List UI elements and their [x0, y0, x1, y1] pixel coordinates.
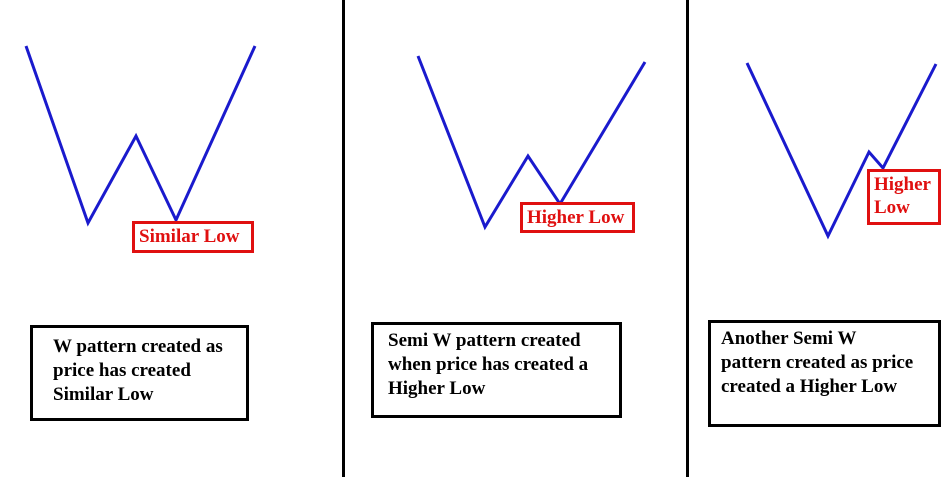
description-line: created a Higher Low	[721, 376, 898, 397]
description-line: Semi W pattern created	[388, 330, 581, 351]
description-line: Another Semi W	[721, 328, 857, 349]
w-pattern-line-2	[416, 55, 647, 231]
higher-low-label-stacked: Higher Low	[867, 169, 941, 225]
label-line: Higher	[874, 174, 931, 195]
description-line: pattern created as price	[721, 352, 914, 373]
label-line: Low	[874, 197, 910, 218]
description-line: when price has created a	[388, 354, 589, 375]
description-line: Higher Low	[388, 378, 486, 399]
description-box-1: W pattern created as price has created S…	[30, 325, 249, 421]
w-pattern-line-3	[745, 62, 938, 240]
similar-low-label: Similar Low	[132, 221, 254, 253]
w-pattern-line-1	[24, 45, 257, 227]
panel-divider-2	[686, 0, 689, 477]
description-box-2: Semi W pattern created when price has cr…	[371, 322, 622, 418]
description-line: W pattern created as	[53, 336, 223, 357]
panel-divider-1	[342, 0, 345, 477]
description-line: price has created	[53, 360, 191, 381]
higher-low-label: Higher Low	[520, 202, 635, 233]
description-box-3: Another Semi W pattern created as price …	[708, 320, 941, 427]
description-line: Similar Low	[53, 384, 154, 405]
